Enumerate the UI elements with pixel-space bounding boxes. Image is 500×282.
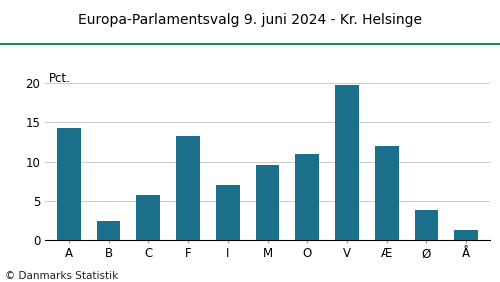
Bar [414,210,438,240]
Bar [136,195,160,240]
Text: Pct.: Pct. [49,72,71,85]
Text: © Danmarks Statistik: © Danmarks Statistik [5,271,118,281]
Bar [216,185,240,240]
Text: Europa-Parlamentsvalg 9. juni 2024 - Kr. Helsinge: Europa-Parlamentsvalg 9. juni 2024 - Kr.… [78,13,422,27]
Bar [454,230,478,240]
Bar [96,221,120,240]
Bar [256,165,280,240]
Bar [176,136,200,240]
Bar [375,146,398,240]
Bar [335,85,359,240]
Bar [57,128,81,240]
Bar [296,154,319,240]
